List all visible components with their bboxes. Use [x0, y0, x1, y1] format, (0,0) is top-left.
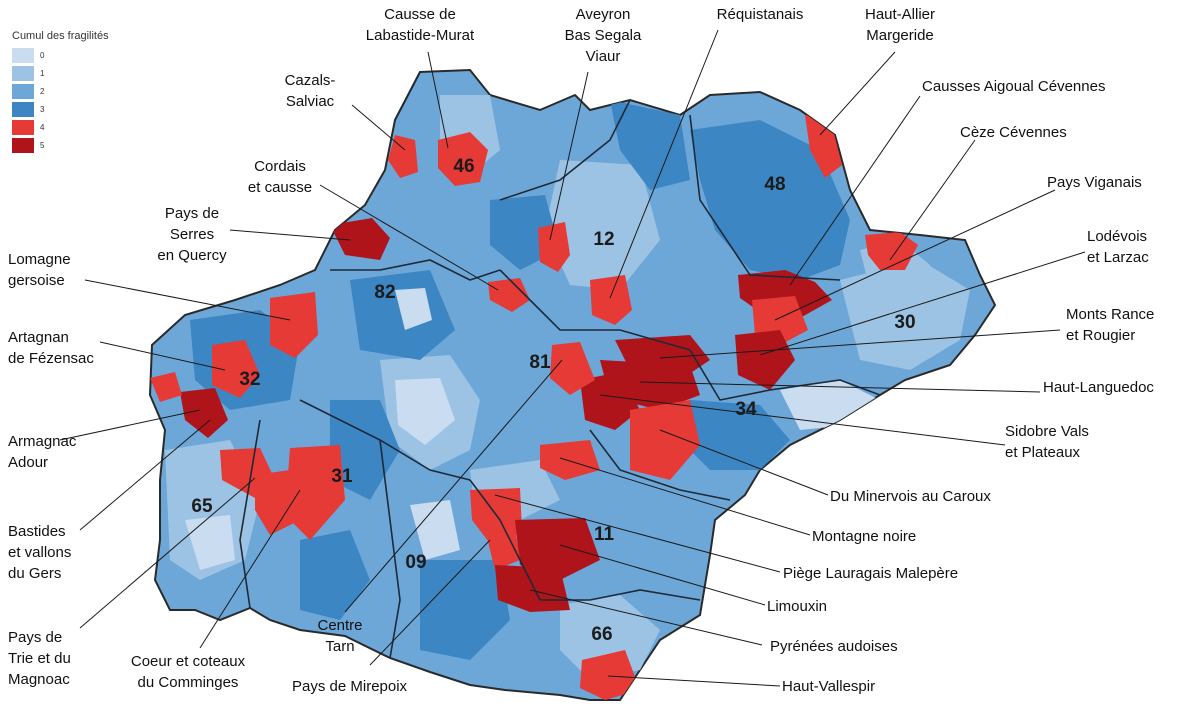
territory-aveyron-bas-segala-viaur — [538, 222, 570, 272]
dept-11: 11 — [594, 524, 615, 545]
legend-swatch — [12, 138, 34, 153]
legend-value: 1 — [40, 69, 45, 78]
label-pyrenees-audoises: Pyrénées audoises — [770, 638, 898, 655]
legend-swatch — [12, 48, 34, 63]
label-monts-rance-rougier: Monts Rance et Rougier — [1066, 306, 1155, 344]
legend-item: 4 — [12, 120, 142, 135]
legend-item: 0 — [12, 48, 142, 63]
legend-swatch — [12, 84, 34, 99]
label-pays-mirepoix: Pays de Mirepoix — [292, 678, 408, 695]
dept-46: 46 — [453, 156, 474, 177]
dept-65: 65 — [191, 496, 213, 517]
legend-value: 3 — [40, 105, 45, 114]
leader-lines — [59, 29, 1086, 687]
legend-item: 5 — [12, 138, 142, 153]
dept-09: 09 — [405, 552, 426, 573]
label-artagnan-fezensac: Artagnan de Fézensac — [8, 329, 94, 367]
dept-48: 48 — [764, 174, 785, 195]
dept-30: 30 — [894, 312, 915, 333]
dept-66: 66 — [591, 624, 612, 645]
legend-value: 5 — [40, 141, 45, 150]
dept-31: 31 — [331, 466, 353, 487]
label-cordais-causse: Cordais et causse — [247, 158, 313, 196]
label-haut-allier-margeride: Haut-Allier Margeride — [864, 6, 936, 44]
label-centre-tarn: Centre Tarn — [317, 617, 363, 655]
territory-sidobre-vals-plateaux — [580, 372, 640, 430]
label-armagnac-adour: Armagnac Adour — [8, 433, 77, 471]
territory-coeur-coteaux-comminges — [285, 445, 345, 540]
legend-swatch — [12, 120, 34, 135]
territory-armagnac-west — [150, 372, 182, 402]
legend-title: Cumul des fragilités — [12, 30, 109, 42]
legend-value: 0 — [40, 51, 45, 60]
label-du-minervois-caroux: Du Minervois au Caroux — [830, 488, 991, 505]
label-pays-viganais: Pays Viganais — [1047, 174, 1142, 191]
label-pays-serres-quercy: Pays de Serres en Quercy — [157, 205, 227, 264]
legend: Cumul des fragilités 0 1 2 3 4 5 — [12, 30, 142, 156]
territory-lodevois-larzac — [735, 330, 795, 390]
label-haut-languedoc: Haut-Languedoc — [1043, 379, 1154, 396]
territory-cordais-causse — [488, 278, 530, 312]
dept-81: 81 — [529, 352, 551, 373]
legend-item: 3 — [12, 102, 142, 117]
territory-cazals-salviac — [388, 135, 418, 178]
label-causses-aigoual-cevennes: Causses Aigoual Cévennes — [922, 78, 1106, 95]
fragility-patches — [165, 95, 970, 680]
territory-causse-labastide-murat — [438, 132, 488, 186]
label-montagne-noire: Montagne noire — [812, 528, 917, 545]
legend-item: 1 — [12, 66, 142, 81]
territory-montagne-noire — [540, 440, 600, 480]
legend-value: 4 — [40, 123, 45, 132]
territory-du-minervois-caroux — [630, 400, 700, 480]
label-requistanais: Réquistanais — [716, 6, 804, 23]
territory-centre-tarn — [550, 342, 595, 395]
territory-requistanais — [590, 275, 632, 325]
dept-34: 34 — [735, 399, 757, 420]
territory-limouxin — [515, 518, 600, 580]
territory-pays-serres-quercy — [330, 218, 390, 260]
territory-ceze-cevennes — [865, 232, 918, 270]
territory-haut-vallespir — [580, 650, 640, 700]
label-piege-lauragais-malepere: Piège Lauragais Malepère — [783, 565, 959, 582]
label-coeur-coteaux-comminges: Coeur et coteaux du Comminges — [130, 653, 246, 691]
label-pays-trie-magnoac: Pays de Trie et du Magnoac — [8, 629, 71, 688]
department-numbers: 46 48 12 82 30 81 32 34 31 65 11 09 66 — [191, 156, 915, 645]
dept-82: 82 — [374, 282, 395, 303]
label-causse-labastide-murat: Causse de Labastide-Murat — [365, 6, 475, 44]
legend-item: 2 — [12, 84, 142, 99]
legend-value: 2 — [40, 87, 45, 96]
label-aveyron-bas-segala-viaur: Aveyron Bas Segala Viaur — [564, 6, 642, 65]
label-limouxin: Limouxin — [767, 598, 828, 615]
label-lomagne-gersoise: Lomagne gersoise — [8, 251, 71, 289]
territory-lomagne-gersoise — [270, 292, 318, 358]
dept-12: 12 — [593, 229, 614, 250]
label-ceze-cevennes: Cèze Cévennes — [960, 124, 1067, 141]
label-lodevois-larzac: Lodévois et Larzac — [1087, 228, 1149, 266]
label-sidobre-vals-plateaux: Sidobre Vals et Plateaux — [1005, 423, 1089, 461]
territory-armagnac-adour — [180, 388, 228, 438]
legend-swatch — [12, 66, 34, 81]
label-bastides-vallons-gers: Bastides et vallons du Gers — [8, 523, 72, 582]
territory-pays-mirepoix — [485, 528, 520, 570]
dept-32: 32 — [239, 369, 260, 390]
label-cazals-salviac: Cazals- Salviac — [284, 72, 336, 110]
legend-swatch — [12, 102, 34, 117]
territory-artagnan-fezensac — [212, 340, 260, 398]
label-haut-vallespir: Haut-Vallespir — [782, 678, 876, 695]
